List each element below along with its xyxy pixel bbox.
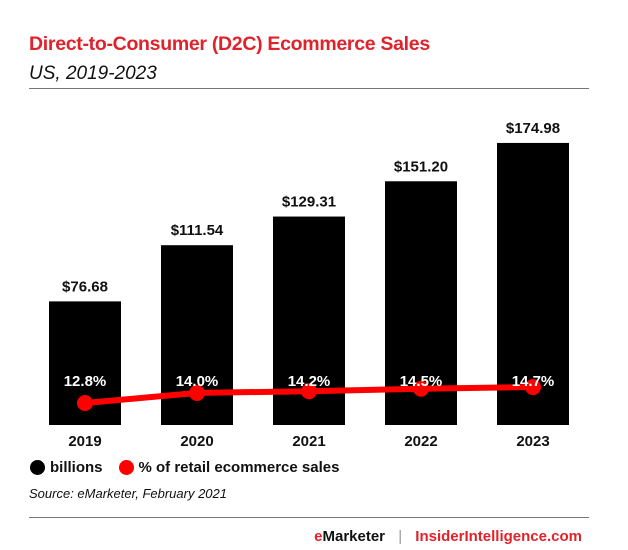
footer-divider <box>29 517 589 518</box>
chart-title: Direct-to-Consumer (D2C) Ecommerce Sales <box>29 33 430 55</box>
percent-point-2020 <box>189 384 205 401</box>
bar-label-2021: $129.31 <box>282 194 336 211</box>
footer: eMarketer | InsiderIntelligence.com <box>314 528 582 545</box>
x-tick-2019: 2019 <box>68 433 101 450</box>
legend-swatch-percent <box>118 460 134 475</box>
brand-e: e <box>314 528 323 545</box>
percent-label-2022: 14.5% <box>400 373 443 390</box>
footer-site[interactable]: InsiderIntelligence.com <box>415 528 582 545</box>
bar-label-2020: $111.54 <box>171 222 224 239</box>
bar-label-2023: $174.98 <box>506 120 560 137</box>
chart-subtitle: US, 2019-2023 <box>29 63 157 84</box>
percent-point-2023 <box>525 379 541 396</box>
x-tick-2021: 2021 <box>292 433 325 450</box>
bar-label-2022: $151.20 <box>394 158 448 175</box>
x-tick-2020: 2020 <box>180 433 213 450</box>
percent-point-2021 <box>301 383 317 400</box>
bar-label-2019: $76.68 <box>62 278 108 295</box>
footer-separator: | <box>398 528 403 545</box>
percent-label-2023: 14.7% <box>512 373 555 390</box>
bar-2023 <box>497 142 569 425</box>
brand-name: Marketer <box>322 528 386 545</box>
percent-label-2020: 14.0% <box>176 373 219 390</box>
legend-label-billions: billions <box>50 459 103 476</box>
percent-point-2022 <box>413 380 429 397</box>
source-note: Source: eMarketer, February 2021 <box>29 486 227 501</box>
divider <box>29 88 589 89</box>
legend-swatch-billions <box>30 460 45 475</box>
legend-label-percent: % of retail ecommerce sales <box>138 459 340 476</box>
percent-point-2019 <box>77 395 93 411</box>
legend: billions % of retail ecommerce sales <box>30 459 339 476</box>
percent-label-2021: 14.2% <box>288 373 331 390</box>
x-tick-2022: 2022 <box>404 433 437 450</box>
percent-label-2019: 12.8% <box>64 373 107 390</box>
x-tick-2023: 2023 <box>516 433 549 450</box>
